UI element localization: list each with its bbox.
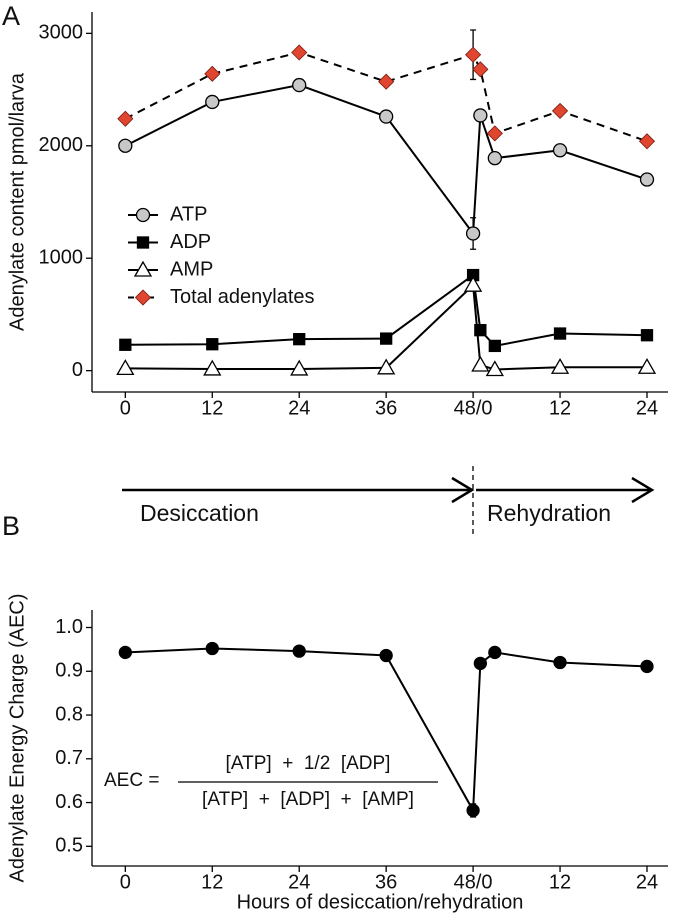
x-axis-label: Hours of desiccation/rehydration — [237, 891, 524, 913]
x-tick-label: 12 — [549, 397, 571, 419]
x-tick-label: 36 — [375, 871, 397, 893]
marker — [379, 109, 394, 124]
y-axis-label: Adenylate Energy Charge (AEC) — [6, 593, 28, 882]
x-tick-label: 12 — [201, 871, 223, 893]
y-tick-label: 0.9 — [55, 660, 83, 682]
marker — [472, 61, 489, 78]
marker — [639, 172, 655, 187]
marker — [292, 77, 307, 93]
marker — [487, 151, 502, 166]
marker — [488, 339, 501, 353]
marker — [377, 358, 396, 375]
marker — [466, 803, 480, 818]
marker — [465, 226, 481, 241]
marker — [118, 138, 133, 153]
formula-denominator: [ATP] + [ADP] + [AMP] — [202, 789, 414, 810]
marker — [203, 359, 222, 376]
marker — [205, 94, 220, 110]
marker — [486, 125, 503, 142]
x-tick-label: 24 — [288, 397, 310, 419]
series-line — [125, 647, 648, 814]
y-axis-label: Adenylate content pmol/larva — [6, 72, 28, 331]
marker — [640, 659, 654, 674]
arrow-head — [631, 476, 655, 504]
marker — [116, 359, 135, 376]
marker — [205, 641, 219, 656]
x-tick-label: 0 — [120, 397, 131, 419]
marker — [485, 360, 504, 377]
formula-numerator: [ATP] + 1/2 [ADP] — [226, 753, 391, 774]
x-tick-label: 0 — [120, 871, 131, 893]
panel-label: B — [2, 511, 20, 541]
marker — [379, 648, 393, 663]
y-tick-label: 0.6 — [55, 791, 83, 813]
legend-marker — [134, 289, 152, 306]
marker — [291, 44, 308, 61]
y-tick-label: 0.7 — [55, 747, 83, 769]
x-tick-label: 24 — [636, 397, 658, 419]
legend-label: ADP — [170, 231, 211, 253]
marker — [378, 73, 395, 90]
y-tick-label: 2000 — [39, 134, 84, 156]
arrow-head — [451, 476, 475, 504]
marker — [637, 357, 657, 374]
marker — [119, 338, 132, 351]
y-tick-label: 1000 — [39, 246, 84, 268]
marker — [550, 357, 570, 374]
marker — [638, 133, 656, 150]
phase-label: Desiccation — [140, 500, 259, 526]
x-tick-label: 12 — [201, 397, 223, 419]
marker — [117, 110, 134, 127]
panel-label: A — [2, 1, 20, 31]
legend-marker — [135, 207, 151, 223]
legend-label: ATP — [170, 203, 207, 225]
legend-label: Total adenylates — [170, 286, 315, 308]
x-tick-label: 24 — [288, 871, 310, 893]
legend-marker — [136, 236, 150, 249]
marker — [293, 333, 306, 346]
marker — [292, 644, 306, 658]
series-line — [124, 51, 648, 143]
y-tick-label: 0.8 — [55, 703, 83, 725]
marker — [204, 65, 221, 82]
marker — [473, 108, 488, 123]
marker — [206, 338, 219, 351]
marker — [553, 655, 567, 670]
marker — [640, 329, 654, 342]
marker — [552, 143, 568, 158]
marker — [380, 332, 393, 345]
marker — [118, 645, 132, 660]
marker — [471, 355, 490, 372]
x-tick-label: 48/0 — [454, 871, 493, 893]
legend-marker — [133, 260, 153, 277]
marker — [488, 645, 502, 660]
y-tick-label: 1.0 — [55, 616, 83, 638]
marker — [463, 275, 483, 292]
marker — [474, 324, 487, 337]
marker — [465, 46, 482, 63]
x-tick-label: 24 — [636, 871, 658, 893]
phase-label: Rehydration — [487, 500, 611, 526]
marker — [553, 327, 567, 340]
y-tick-label: 3000 — [39, 22, 84, 44]
marker — [290, 359, 309, 376]
formula-lhs: AEC = — [104, 770, 159, 791]
x-tick-label: 12 — [549, 871, 571, 893]
marker — [551, 102, 569, 120]
y-tick-label: 0.5 — [55, 835, 83, 857]
marker — [473, 656, 487, 671]
x-tick-label: 36 — [375, 397, 397, 419]
x-tick-label: 48/0 — [454, 397, 493, 419]
legend-label: AMP — [170, 258, 213, 280]
y-tick-label: 0 — [72, 359, 83, 381]
